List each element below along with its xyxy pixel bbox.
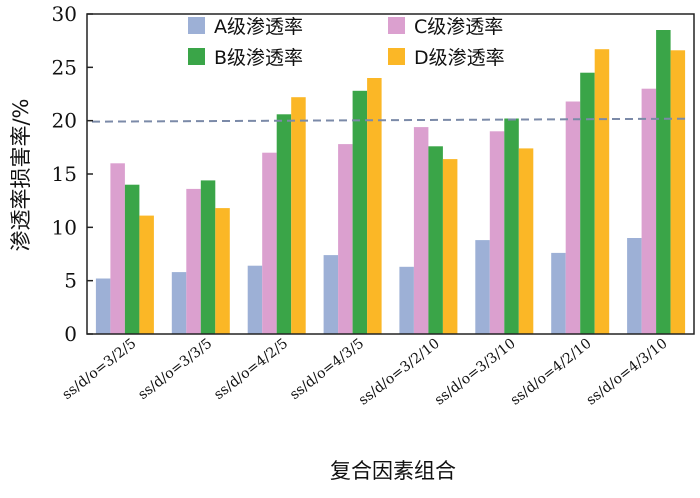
bar-2-series-1	[171, 272, 187, 334]
bar-2-series-4	[215, 208, 230, 334]
y-tick-label: 25	[52, 55, 77, 79]
bar-7-series-1	[551, 252, 566, 334]
bar-7-series-2	[580, 72, 595, 334]
bar-1-series-4	[139, 215, 154, 334]
bar-5-series-1	[399, 266, 414, 334]
y-tick-label: 5	[64, 269, 77, 293]
bar-2-series-2	[200, 180, 216, 334]
x-tick-label: ss/d/o=3/2/10	[356, 336, 443, 409]
y-tick-label: 15	[52, 162, 77, 186]
y-tick-label: 10	[52, 215, 77, 239]
bar-8-series-2	[656, 30, 671, 334]
legend-swatch	[188, 17, 205, 34]
bar-1-series-1	[95, 278, 111, 334]
x-axis-label: 复合因素组合	[330, 459, 456, 483]
bar-6-series-4	[518, 148, 534, 334]
legend-swatch	[188, 48, 205, 65]
bar-4-series-3	[338, 144, 353, 334]
bar-6-series-2	[504, 118, 519, 334]
bar-3-series-2	[276, 114, 292, 334]
bar-5-series-2	[428, 146, 443, 334]
reference-line	[91, 117, 691, 123]
legend-label: A级渗透率	[214, 16, 303, 38]
legend-label: B级渗透率	[214, 47, 303, 69]
legend-swatch	[388, 48, 405, 65]
y-tick-label: 20	[52, 109, 77, 133]
bar-3-series-3	[262, 152, 277, 334]
x-tick-labels: ss/d/o=3/2/5ss/d/o=3/3/5ss/d/o=4/2/5ss/d…	[59, 336, 670, 409]
bars-layer	[95, 30, 686, 335]
x-tick-label: ss/d/o=4/2/5	[211, 336, 291, 403]
y-tick-label: 30	[52, 2, 77, 26]
y-axis-label: 渗透率损害率/%	[9, 98, 33, 251]
x-tick-label: ss/d/o=4/2/10	[508, 336, 595, 409]
bar-4-series-2	[352, 90, 368, 334]
y-tick-label: 0	[64, 322, 77, 346]
bar-8-series-1	[627, 238, 642, 334]
legend-label: D级渗透率	[414, 47, 505, 69]
axes	[86, 13, 695, 335]
x-tick-label: ss/d/o=3/3/5	[135, 336, 215, 403]
bar-2-series-3	[186, 188, 201, 334]
legend-label: C级渗透率	[414, 16, 503, 38]
bar-6-series-3	[489, 131, 505, 334]
x-tick-label: ss/d/o=4/3/5	[287, 336, 367, 403]
bar-1-series-2	[124, 184, 140, 334]
bar-5-series-4	[442, 159, 458, 334]
bar-3-series-4	[291, 97, 306, 334]
bar-8-series-3	[641, 88, 657, 334]
x-tick-label: ss/d/o=4/3/10	[583, 336, 670, 409]
bar-7-series-4	[594, 49, 610, 334]
bar-1-series-3	[110, 163, 125, 334]
bar-5-series-3	[413, 127, 429, 334]
bar-8-series-4	[670, 50, 686, 335]
x-tick-label: ss/d/o=3/3/10	[432, 336, 519, 409]
bar-4-series-1	[323, 255, 339, 334]
y-tick-labels: 0 5 10 15 20 25 30	[52, 2, 77, 346]
legend-swatch	[388, 17, 405, 34]
bar-4-series-4	[367, 78, 382, 334]
legend: A级渗透率 B级渗透率 C级渗透率 D级渗透率	[188, 16, 505, 69]
bar-3-series-1	[247, 265, 263, 334]
bar-7-series-3	[565, 101, 581, 334]
bar-6-series-1	[475, 240, 490, 334]
